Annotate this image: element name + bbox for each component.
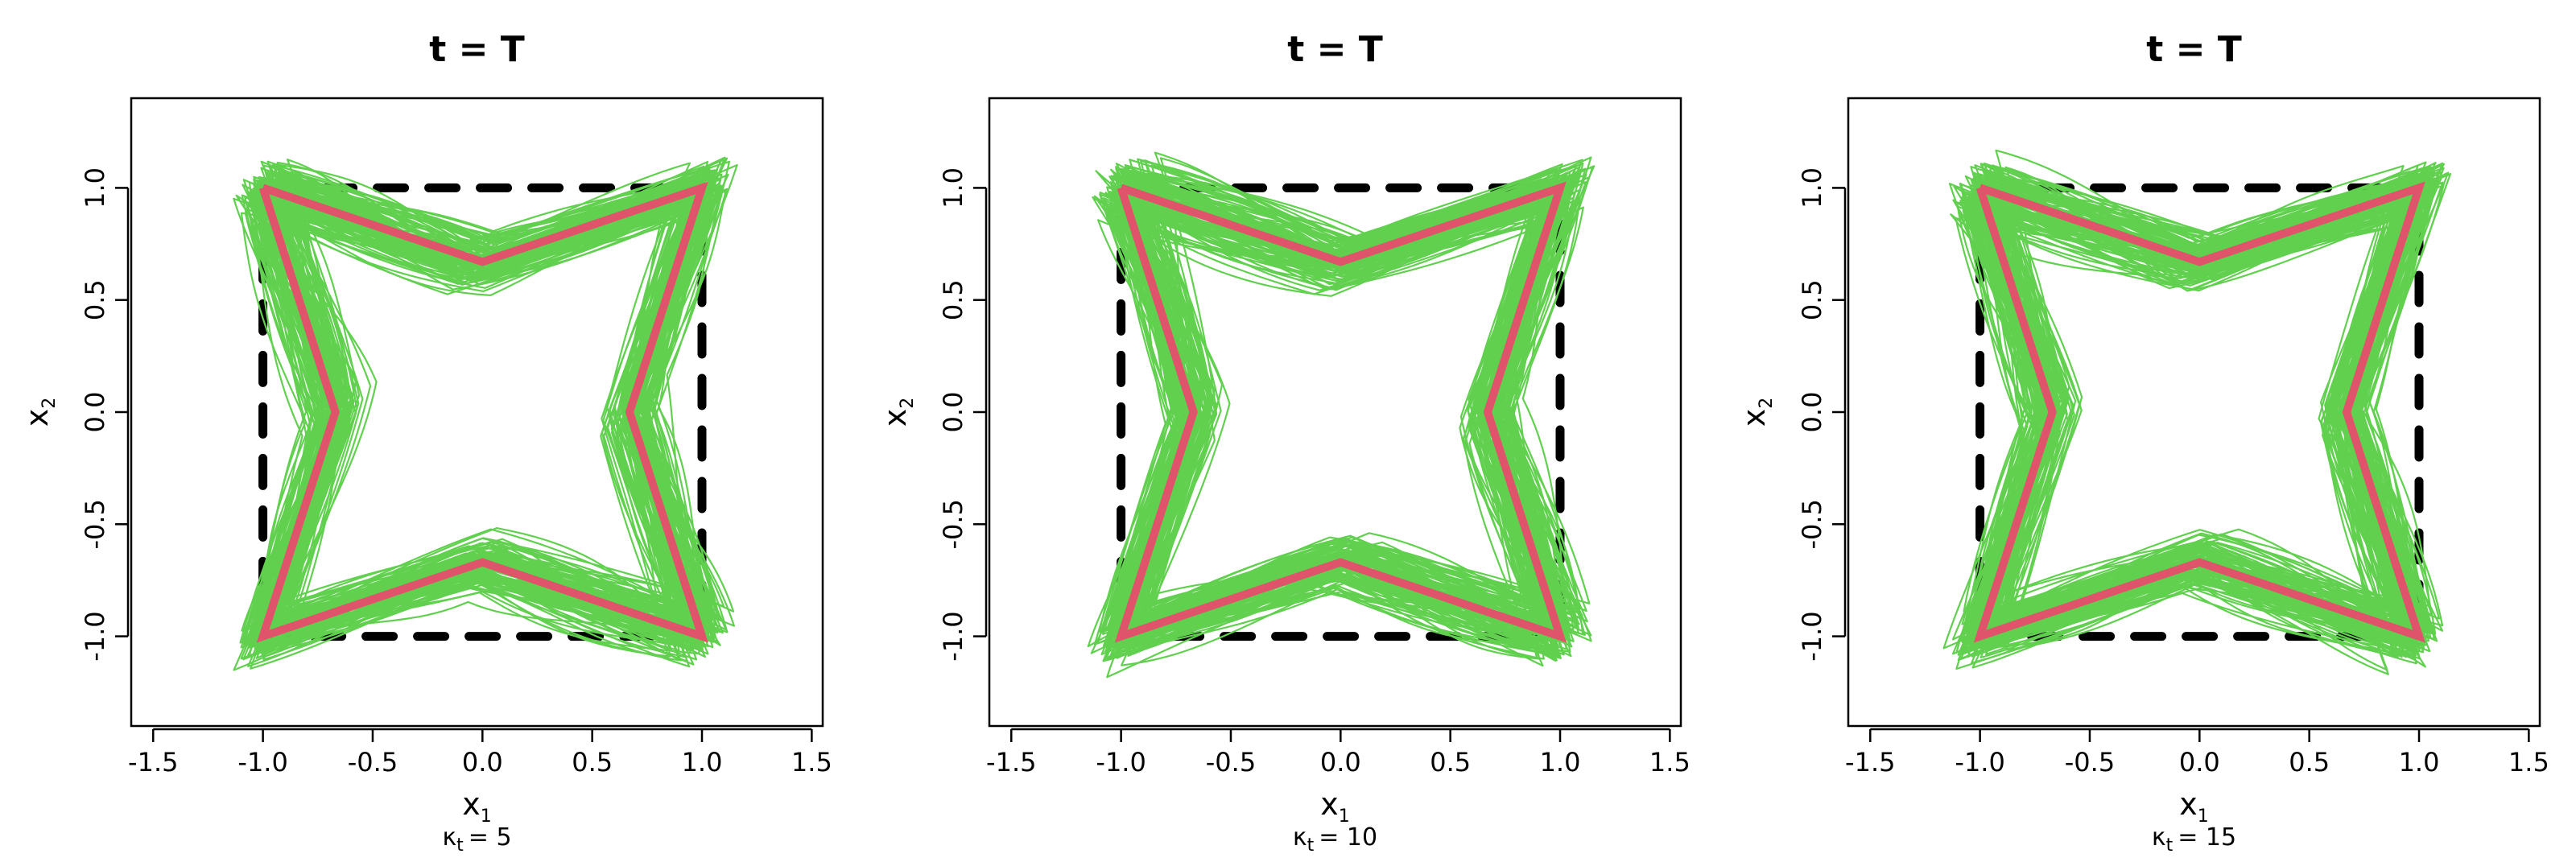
x-tick-label: -0.5: [1206, 747, 1256, 778]
plot-frame: [1847, 97, 2541, 728]
trajectory-curve: [263, 186, 712, 641]
trajectory-curves: [233, 156, 738, 671]
y-axis-label: x2: [877, 398, 918, 427]
x-tick-label: -1.0: [237, 747, 287, 778]
trajectory-curve: [1121, 197, 1581, 653]
plot-area: [1087, 151, 1596, 679]
x-tick-label: 0.0: [2179, 747, 2220, 778]
x-tick-label: 0.5: [2289, 747, 2330, 778]
x-tick-label: -0.5: [2065, 747, 2115, 778]
x-tick-label: 1.0: [682, 747, 723, 778]
x-tick-label: -1.5: [986, 747, 1036, 778]
y-tick-label: 1.0: [938, 167, 968, 208]
trajectory-curve: [1126, 166, 1571, 621]
y-tick-label: -0.5: [80, 499, 110, 549]
y-tick-label: -1.0: [938, 611, 968, 661]
trajectory-curve: [1129, 176, 1590, 655]
x-tick-label: -1.5: [128, 747, 178, 778]
plot-area: [1942, 149, 2452, 675]
x-tick-label: 0.0: [462, 747, 503, 778]
y-axis: -1.0 -0.5 0.0 0.5 1.0: [1797, 167, 1847, 662]
trajectory-curve: [242, 163, 725, 643]
x-tick-label: 1.5: [2508, 747, 2549, 778]
trajectory-curve: [1959, 180, 2409, 626]
y-tick-label: 0.0: [1797, 392, 1827, 433]
x-axis: -1.5 -1.0 -0.5 0.0 0.5 1.0 1.5: [1845, 728, 2549, 778]
chart-title: t = T: [2146, 29, 2242, 70]
plot-frame: [988, 97, 1682, 728]
chart-panel-2: -1.5 -1.0 -0.5 0.0 0.5 1.0 1.5 -1.0 -0.5 0.0 0.5 1.…: [877, 29, 1690, 856]
kappa-label: κt = 5: [442, 823, 511, 856]
chart-panel-3: -1.5 -1.0 -0.5 0.0 0.5 1.0 1.5 -1.0 -0.5 0.0 0.5 1.…: [1736, 29, 2549, 856]
y-axis-label: x2: [1736, 398, 1777, 427]
y-axis: -1.0 -0.5 0.0 0.5 1.0: [80, 167, 130, 662]
x-axis-label: x1: [1320, 786, 1350, 827]
x-tick-label: 1.5: [791, 747, 832, 778]
x-tick-label: 1.0: [1540, 747, 1581, 778]
x-tick-label: -1.5: [1845, 747, 1895, 778]
y-tick-label: 0.5: [938, 279, 968, 320]
target-star-curve: [1973, 181, 2425, 643]
y-tick-label: -0.5: [938, 499, 968, 549]
chart-panel-1: -1.5 -1.0 -0.5 0.0 0.5 1.0 1.5 -1.0 -0.5 0.0 0.5 1.…: [19, 29, 832, 856]
x-tick-label: -0.5: [348, 747, 398, 778]
x-tick-label: -1.0: [1955, 747, 2004, 778]
x-axis-label: x1: [2179, 786, 2209, 827]
trajectory-curve: [1101, 175, 1552, 639]
target-star-curve: [256, 181, 708, 643]
y-axis: -1.0 -0.5 0.0 0.5 1.0: [938, 167, 988, 662]
trajectory-curve: [1106, 184, 1592, 679]
y-tick-label: 0.5: [80, 279, 110, 320]
trajectory-curve: [262, 172, 724, 661]
trajectory-curve: [270, 187, 724, 640]
x-tick-label: -1.0: [1096, 747, 1146, 778]
trajectory-curve: [1971, 171, 2426, 644]
x-axis: -1.5 -1.0 -0.5 0.0 0.5 1.0 1.5: [128, 728, 832, 778]
y-axis-label: x2: [19, 398, 60, 427]
y-tick-label: -1.0: [80, 611, 110, 661]
kappa-label: κt = 15: [2152, 823, 2236, 856]
y-tick-label: 1.0: [1797, 167, 1827, 208]
y-tick-label: 0.5: [1797, 279, 1827, 320]
target-star-curve: [1114, 181, 1567, 643]
y-tick-label: -1.0: [1797, 611, 1827, 661]
y-tick-label: 0.0: [938, 392, 968, 433]
x-tick-label: 1.5: [1649, 747, 1690, 778]
kappa-label: κt = 10: [1293, 823, 1377, 856]
x-tick-label: 0.0: [1320, 747, 1361, 778]
trajectory-curve: [1971, 177, 2444, 669]
plot-area: [233, 156, 738, 671]
y-tick-label: 1.0: [80, 167, 110, 208]
x-axis: -1.5 -1.0 -0.5 0.0 0.5 1.0 1.5: [986, 728, 1690, 778]
trajectory-curves: [1942, 149, 2452, 675]
y-tick-label: 0.0: [80, 392, 110, 433]
y-tick-label: -0.5: [1797, 499, 1827, 549]
trajectory-curves: [1087, 151, 1596, 679]
x-tick-label: 0.5: [572, 747, 613, 778]
trajectory-curve: [1982, 171, 2443, 668]
chart-title: t = T: [429, 29, 525, 70]
x-tick-label: 1.0: [2399, 747, 2440, 778]
plot-frame: [130, 97, 824, 728]
x-tick-label: 0.5: [1430, 747, 1471, 778]
x-axis-label: x1: [462, 786, 492, 827]
trajectory-curve: [1111, 198, 1552, 657]
chart-title: t = T: [1287, 29, 1383, 70]
